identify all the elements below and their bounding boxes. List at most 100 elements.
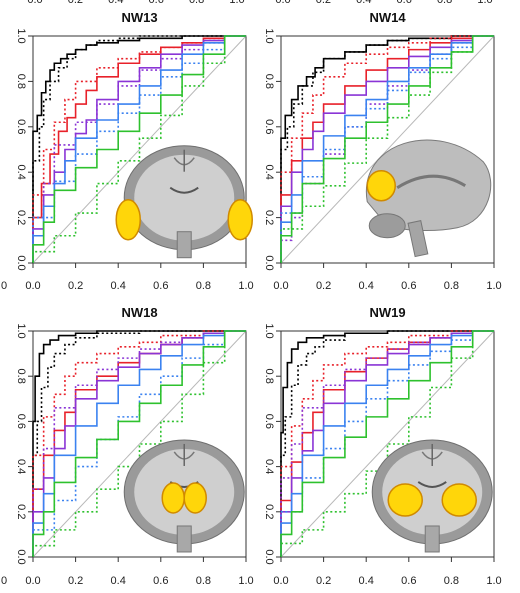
x-tick-label: 0.8: [196, 280, 211, 292]
y-tick-label: 0.0: [15, 549, 27, 564]
brainstem: [424, 525, 440, 553]
x-tick-label: 0.0: [25, 280, 40, 292]
highlighted-region: [227, 198, 253, 241]
x-tick-label: 1.0: [486, 575, 501, 587]
roc-curve-solid: [32, 330, 246, 557]
roc-panel-nw14: NW14 0.0 0.2 0.4 0.6 0.8 1.0 0.0 0.2 0.4 0.6 0.8 1.0: [263, 10, 502, 292]
edge-tick-label: 0: [1, 575, 7, 587]
panel-title: NW19: [369, 305, 405, 320]
x-tick-label: 0.2: [68, 280, 83, 292]
roc-curve-solid: [32, 35, 246, 263]
y-tick-label: 0.2: [263, 504, 275, 519]
x-tick-label: 1.0: [486, 280, 501, 292]
x-tick-label: 0.8: [444, 280, 459, 292]
brain-outline: [365, 139, 492, 231]
top-strip-tick-label: 0.0: [27, 0, 42, 6]
y-tick-label: 0.2: [15, 504, 27, 519]
y-tick-label: 0.8: [263, 74, 275, 89]
highlighted-region: [387, 483, 423, 517]
white-matter: [134, 154, 235, 241]
x-tick-label: 0.2: [68, 575, 83, 587]
y-tick-label: 0.4: [263, 165, 275, 180]
top-strip-tick-label: 0.4: [356, 0, 371, 6]
roc-curve-dotted: [32, 35, 246, 263]
y-tick-label: 1.0: [263, 28, 275, 43]
chance-diagonal-line: [32, 35, 247, 264]
x-tick-label: 0.4: [111, 280, 126, 292]
chance-diagonal-line: [280, 35, 495, 264]
y-tick-label: 0.4: [15, 459, 27, 474]
roc-curve-solid: [32, 330, 246, 557]
x-tick-label: 0.0: [273, 280, 288, 292]
y-tick-label: 0.6: [15, 414, 27, 429]
roc-curve-solid: [32, 330, 246, 557]
top-strip-tick-label: 0.8: [437, 0, 452, 6]
brainstem: [176, 231, 192, 259]
y-tick-label: 0.6: [15, 119, 27, 134]
y-tick-label: 0.2: [15, 210, 27, 225]
y-tick-label: 0.0: [263, 549, 275, 564]
x-tick-label: 0.0: [273, 575, 288, 587]
corpus-callosum: [396, 174, 467, 189]
roc-curve-dotted: [280, 330, 494, 557]
highlighted-region: [115, 198, 141, 241]
chance-diagonal-line: [32, 330, 247, 558]
y-tick-label: 0.4: [15, 165, 27, 180]
x-tick-label: 0.2: [316, 575, 331, 587]
roc-curve-dotted: [280, 330, 494, 557]
x-tick-label: 0.6: [153, 280, 168, 292]
top-strip-tick-label: 0.8: [189, 0, 204, 6]
cerebellum: [368, 213, 406, 239]
roc-panel-nw18: NW18 0.0 0.2 0.4 0.6 0.8 1.0 0.0 0.2 0.4 0.6 0.8 1.0: [15, 305, 254, 587]
x-tick-label: 1.0: [238, 575, 253, 587]
roc-curve-solid: [32, 35, 246, 263]
top-strip-tick-label: 1.0: [477, 0, 492, 6]
y-tick-label: 0.8: [15, 74, 27, 89]
x-tick-label: 0.6: [401, 575, 416, 587]
roc-curve-solid: [280, 35, 494, 263]
top-strip-tick-label: 0.6: [149, 0, 164, 6]
brain-coronal-slice-icon: [371, 439, 493, 553]
roc-curve-solid: [280, 330, 494, 557]
top-strip-tick-label: 1.0: [229, 0, 244, 6]
brain-coronal-slice-icon: [123, 439, 245, 553]
panel-title: NW18: [121, 305, 157, 320]
roc-curve-dotted: [280, 35, 494, 263]
highlighted-region: [366, 169, 396, 202]
top-strip-tick-label: 0.0: [275, 0, 290, 6]
y-tick-label: 0.8: [263, 369, 275, 384]
roc-curve-dotted: [32, 330, 246, 557]
roc-panel-nw13: NW13 0.0 0.2 0.4 0.6 0.8 1.0 0.0 0.2 0.4 0.6 0.8 1.0: [15, 10, 254, 292]
y-tick-label: 1.0: [15, 323, 27, 338]
roc-curve-dotted: [32, 330, 246, 557]
roc-curve-solid: [280, 330, 494, 557]
edge-tick-label: 0: [1, 280, 7, 292]
roc-curve-dotted: [280, 35, 494, 263]
y-tick-label: 1.0: [15, 28, 27, 43]
x-tick-label: 0.0: [25, 575, 40, 587]
roc-curve-dotted: [32, 330, 246, 557]
y-tick-label: 1.0: [263, 323, 275, 338]
panel-title: NW14: [369, 10, 406, 25]
top-strip-tick-label: 0.2: [316, 0, 331, 6]
top-strip-tick-label: 0.2: [68, 0, 83, 6]
brainstem: [176, 525, 192, 553]
x-tick-label: 1.0: [238, 280, 253, 292]
roc-curve-dotted: [280, 35, 494, 263]
y-tick-label: 0.0: [263, 255, 275, 270]
chance-diagonal-line: [280, 330, 495, 558]
x-tick-label: 0.4: [359, 575, 374, 587]
roc-curve-dotted: [280, 330, 494, 557]
highlighted-region: [183, 482, 207, 514]
top-strip-tick-label: 0.4: [108, 0, 123, 6]
top-strip-tick-label: 0.6: [397, 0, 412, 6]
ventricles: [169, 186, 199, 194]
y-tick-label: 0.2: [263, 210, 275, 225]
roc-panel-nw19: NW19 0.0 0.2 0.4 0.6 0.8 1.0 0.0 0.2 0.4 0.6 0.8 1.0: [263, 305, 502, 587]
x-tick-label: 0.6: [153, 575, 168, 587]
x-tick-label: 0.4: [359, 280, 374, 292]
y-tick-label: 0.0: [15, 255, 27, 270]
ventricles: [417, 481, 447, 488]
roc-curve-dotted: [280, 330, 494, 557]
